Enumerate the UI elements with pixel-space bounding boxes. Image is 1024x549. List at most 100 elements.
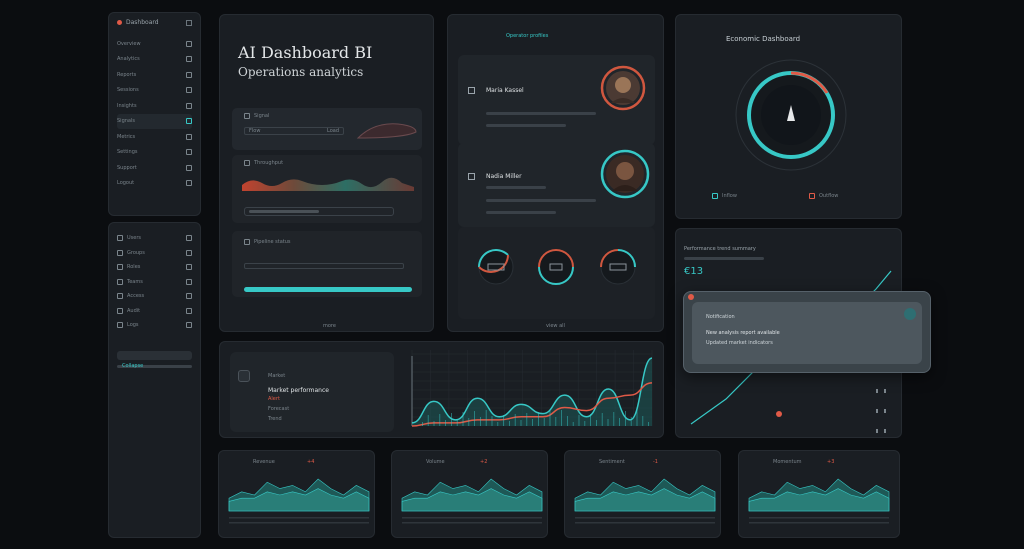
notification-line-1: New analysis report available — [706, 330, 780, 336]
throughput-input[interactable] — [244, 207, 394, 216]
signal-card[interactable]: Signal Flow Load — [232, 108, 422, 150]
gauge-legend-b[interactable]: Outflow — [809, 193, 838, 199]
wave-tick — [543, 418, 545, 426]
gauge-dial[interactable] — [731, 55, 851, 175]
collapse-label: Collapse — [122, 362, 144, 369]
sidebar-item-label: Roles — [127, 264, 141, 271]
profiles-panel: Operator profiles Maria Kassel Nadia Mil… — [447, 14, 664, 332]
sidebar-item-logs[interactable]: Logs — [117, 318, 192, 333]
throughput-card[interactable]: Throughput — [232, 155, 422, 223]
notification-card[interactable]: Notification New analysis report availab… — [683, 291, 931, 373]
pipeline-card[interactable]: Pipeline status — [232, 231, 422, 297]
sidebar-item-access[interactable]: Access — [117, 289, 192, 304]
window-icon[interactable] — [186, 19, 192, 26]
user-icon — [468, 173, 475, 180]
mini-chart-card-4[interactable]: Momentum +3 — [738, 450, 900, 538]
sidebar-item-reports[interactable]: Reports — [117, 67, 192, 83]
ring-row — [458, 227, 655, 319]
wave-tick — [549, 411, 551, 426]
sidebar-item-logout[interactable]: Logout — [117, 176, 192, 192]
sidebar-item-signals[interactable]: Signals — [117, 113, 192, 129]
signal-slider[interactable]: Flow Load — [244, 127, 344, 135]
profile-card-1[interactable]: Maria Kassel — [458, 55, 655, 145]
wave-tick — [630, 417, 632, 426]
item-icon — [186, 40, 192, 47]
trend-header: Performance trend summary — [684, 246, 756, 252]
hero-footer[interactable]: more — [323, 323, 336, 329]
collapse-button[interactable]: Collapse — [117, 350, 192, 369]
sidebar-item-teams[interactable]: Teams — [117, 275, 192, 290]
wave-tick — [422, 422, 423, 426]
item-icon — [117, 278, 123, 285]
sidebar-item-sessions[interactable]: Sessions — [117, 83, 192, 99]
sidebar-item-label: Users — [127, 235, 142, 242]
pipeline-progress[interactable] — [244, 287, 412, 292]
sidebar-top: Dashboard Overview Analytics Reports Sessio… — [108, 12, 201, 216]
notification-icon[interactable] — [904, 308, 916, 320]
wave-tick — [439, 414, 441, 426]
sidebar-item-settings[interactable]: Settings — [117, 145, 192, 161]
sidebar-item-users[interactable]: Users — [117, 231, 192, 246]
wave-tick — [613, 412, 615, 426]
sidebar-header: Dashboard — [109, 13, 200, 32]
notification-line-2: Updated market indicators — [706, 340, 773, 346]
page-subtitle: Operations analytics — [238, 65, 364, 79]
avatar-2[interactable] — [600, 149, 650, 199]
profile-card-2[interactable]: Nadia Miller — [458, 143, 655, 227]
sidebar-item-support[interactable]: Support — [117, 160, 192, 176]
wave-tick — [555, 417, 557, 426]
sidebar-item-audit[interactable]: Audit — [117, 304, 192, 319]
mini-chart-card-2[interactable]: Volume +2 — [391, 450, 548, 538]
item-icon — [186, 71, 192, 78]
wave-series-1 — [411, 357, 653, 424]
wave-tick — [601, 413, 603, 426]
sidebar-item-insights[interactable]: Insights — [117, 98, 192, 114]
wave-tick — [561, 410, 562, 426]
item-icon — [186, 56, 192, 63]
mini-chart-tag: +3 — [827, 459, 835, 465]
chevron-icon — [186, 293, 192, 300]
mini-chart-card-1[interactable]: Revenue +4 — [218, 450, 375, 538]
wave-tick — [497, 422, 499, 426]
sidebar-item-label: Analytics — [117, 56, 140, 63]
wave-tick — [596, 420, 597, 426]
sidebar-item-metrics[interactable]: Metrics — [117, 129, 192, 145]
item-icon — [186, 133, 192, 140]
profiles-footer[interactable]: view all — [546, 323, 565, 329]
wave-tick — [474, 411, 475, 426]
wave-tick — [503, 415, 504, 426]
item-icon — [117, 293, 123, 300]
gauge-legend-a[interactable]: Inflow — [712, 193, 737, 199]
mini-row-line — [575, 522, 715, 524]
sidebar-item-label: Metrics — [117, 133, 136, 140]
mini-chart-card-3[interactable]: Sentiment -1 — [564, 450, 721, 538]
sidebar-item-analytics[interactable]: Analytics — [117, 52, 192, 68]
profile-2-name: Nadia Miller — [486, 173, 522, 180]
chevron-icon — [186, 264, 192, 271]
wave-tick — [607, 419, 609, 426]
item-icon — [117, 307, 123, 314]
wave-tick — [625, 411, 626, 426]
chevron-icon — [186, 307, 192, 314]
trend-value: €13 — [684, 266, 704, 277]
shield-icon — [244, 113, 250, 119]
sidebar-divider — [117, 364, 192, 368]
status-rings — [478, 249, 636, 285]
pipeline-track — [244, 263, 404, 269]
wave-tick — [445, 420, 446, 426]
wave-tick — [491, 416, 493, 426]
item-icon — [186, 164, 192, 171]
mini-area-series-2 — [574, 488, 716, 512]
sidebar-bottom: Users Groups Roles Teams Access Audit Logs Col… — [108, 222, 201, 538]
legend-b-icon — [809, 193, 815, 199]
wave-tick — [520, 420, 522, 426]
settings-icon — [244, 239, 250, 245]
hero-panel: AI Dashboard BI Operations analytics Sig… — [219, 14, 434, 332]
sidebar-item-overview[interactable]: Overview — [117, 36, 192, 52]
wave-tick — [584, 421, 586, 426]
sidebar-item-groups[interactable]: Groups — [117, 246, 192, 261]
page-title: AI Dashboard BI — [238, 43, 373, 62]
sidebar-item-roles[interactable]: Roles — [117, 260, 192, 275]
sidebar-item-label: Settings — [117, 149, 138, 156]
avatar-1[interactable] — [600, 65, 646, 111]
